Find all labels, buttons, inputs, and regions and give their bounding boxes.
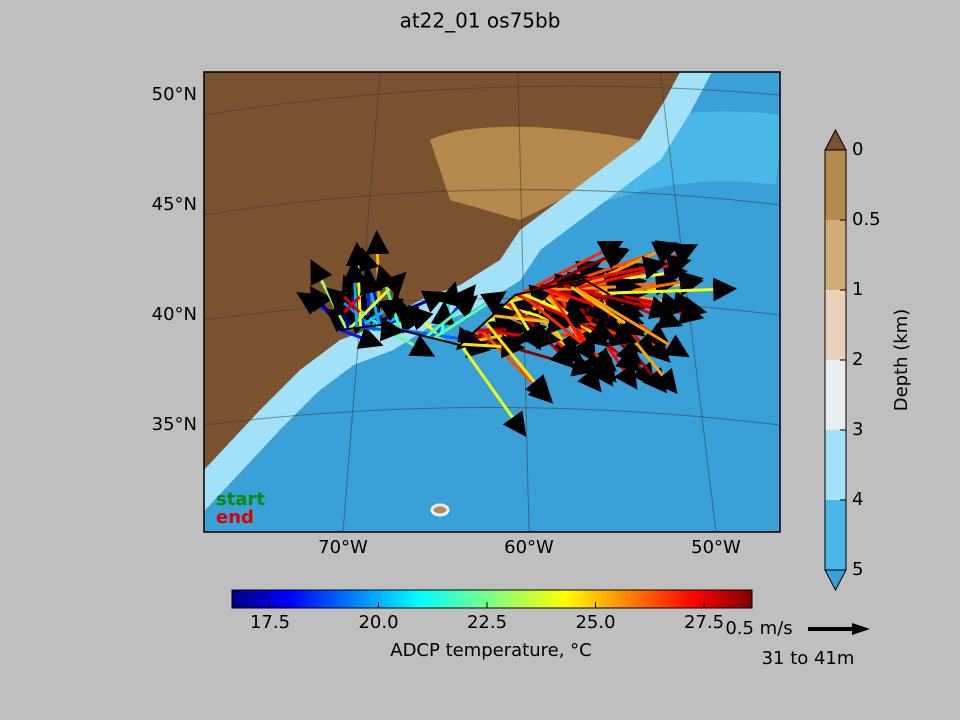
title: at22_01 os75bb <box>400 9 561 33</box>
vector <box>326 287 372 328</box>
temperature-colorbar <box>231 589 753 609</box>
velocity-vectors <box>296 230 738 438</box>
temperature-tick-label: 25.0 <box>575 612 615 633</box>
depth-tick-label: 1 <box>852 279 863 300</box>
vector <box>521 292 590 325</box>
map-frame <box>203 71 781 533</box>
scale-depth-range: 31 to 41m <box>762 648 855 669</box>
land <box>204 72 712 517</box>
scale-speed: 0.5 m/s <box>725 618 792 639</box>
temperature-tick-label: 22.5 <box>467 612 507 633</box>
vector <box>359 317 405 342</box>
vector <box>359 269 383 326</box>
vector <box>546 286 596 363</box>
lat-label: 50°N <box>152 84 197 105</box>
scale-arrowhead <box>852 623 870 635</box>
lat-label: 40°N <box>152 304 197 325</box>
depth-tick-label: 3 <box>852 419 863 440</box>
lat-label: 35°N <box>152 414 197 435</box>
vector <box>508 298 542 351</box>
end-marker: ✕ <box>339 289 364 324</box>
lon-label: 70°W <box>318 537 368 558</box>
temperature-tick-label: 27.5 <box>684 612 724 633</box>
legend-end: end <box>216 507 254 528</box>
depth-tick-label: 0 <box>852 139 863 160</box>
map: ✕ <box>204 72 780 532</box>
depth-tick-label: 4 <box>852 489 863 510</box>
depth-label: Depth (km) <box>891 309 912 412</box>
vector <box>432 291 507 340</box>
vector <box>459 343 527 438</box>
vector <box>570 286 645 337</box>
temperature-tick-label: 17.5 <box>250 612 290 633</box>
vector <box>357 298 404 329</box>
vector <box>601 277 738 302</box>
depth-tick-label: 0.5 <box>852 209 881 230</box>
lat-label: 45°N <box>152 194 197 215</box>
vector <box>342 258 367 328</box>
vector <box>484 320 550 401</box>
lon-label: 50°W <box>691 537 741 558</box>
legend-start: start <box>216 489 265 510</box>
vector <box>348 271 407 330</box>
depth-tick-label: 2 <box>852 349 863 370</box>
vector <box>574 286 690 358</box>
vector <box>519 292 617 372</box>
vector <box>425 295 478 338</box>
depth-tick-label: 5 <box>852 559 863 580</box>
vector <box>532 246 628 293</box>
temperature-tick-label: 20.0 <box>358 612 398 633</box>
lon-label: 60°W <box>504 537 554 558</box>
ship-track <box>339 278 611 347</box>
vector <box>455 334 526 359</box>
temperature-label: ADCP temperature, °C <box>390 640 591 661</box>
